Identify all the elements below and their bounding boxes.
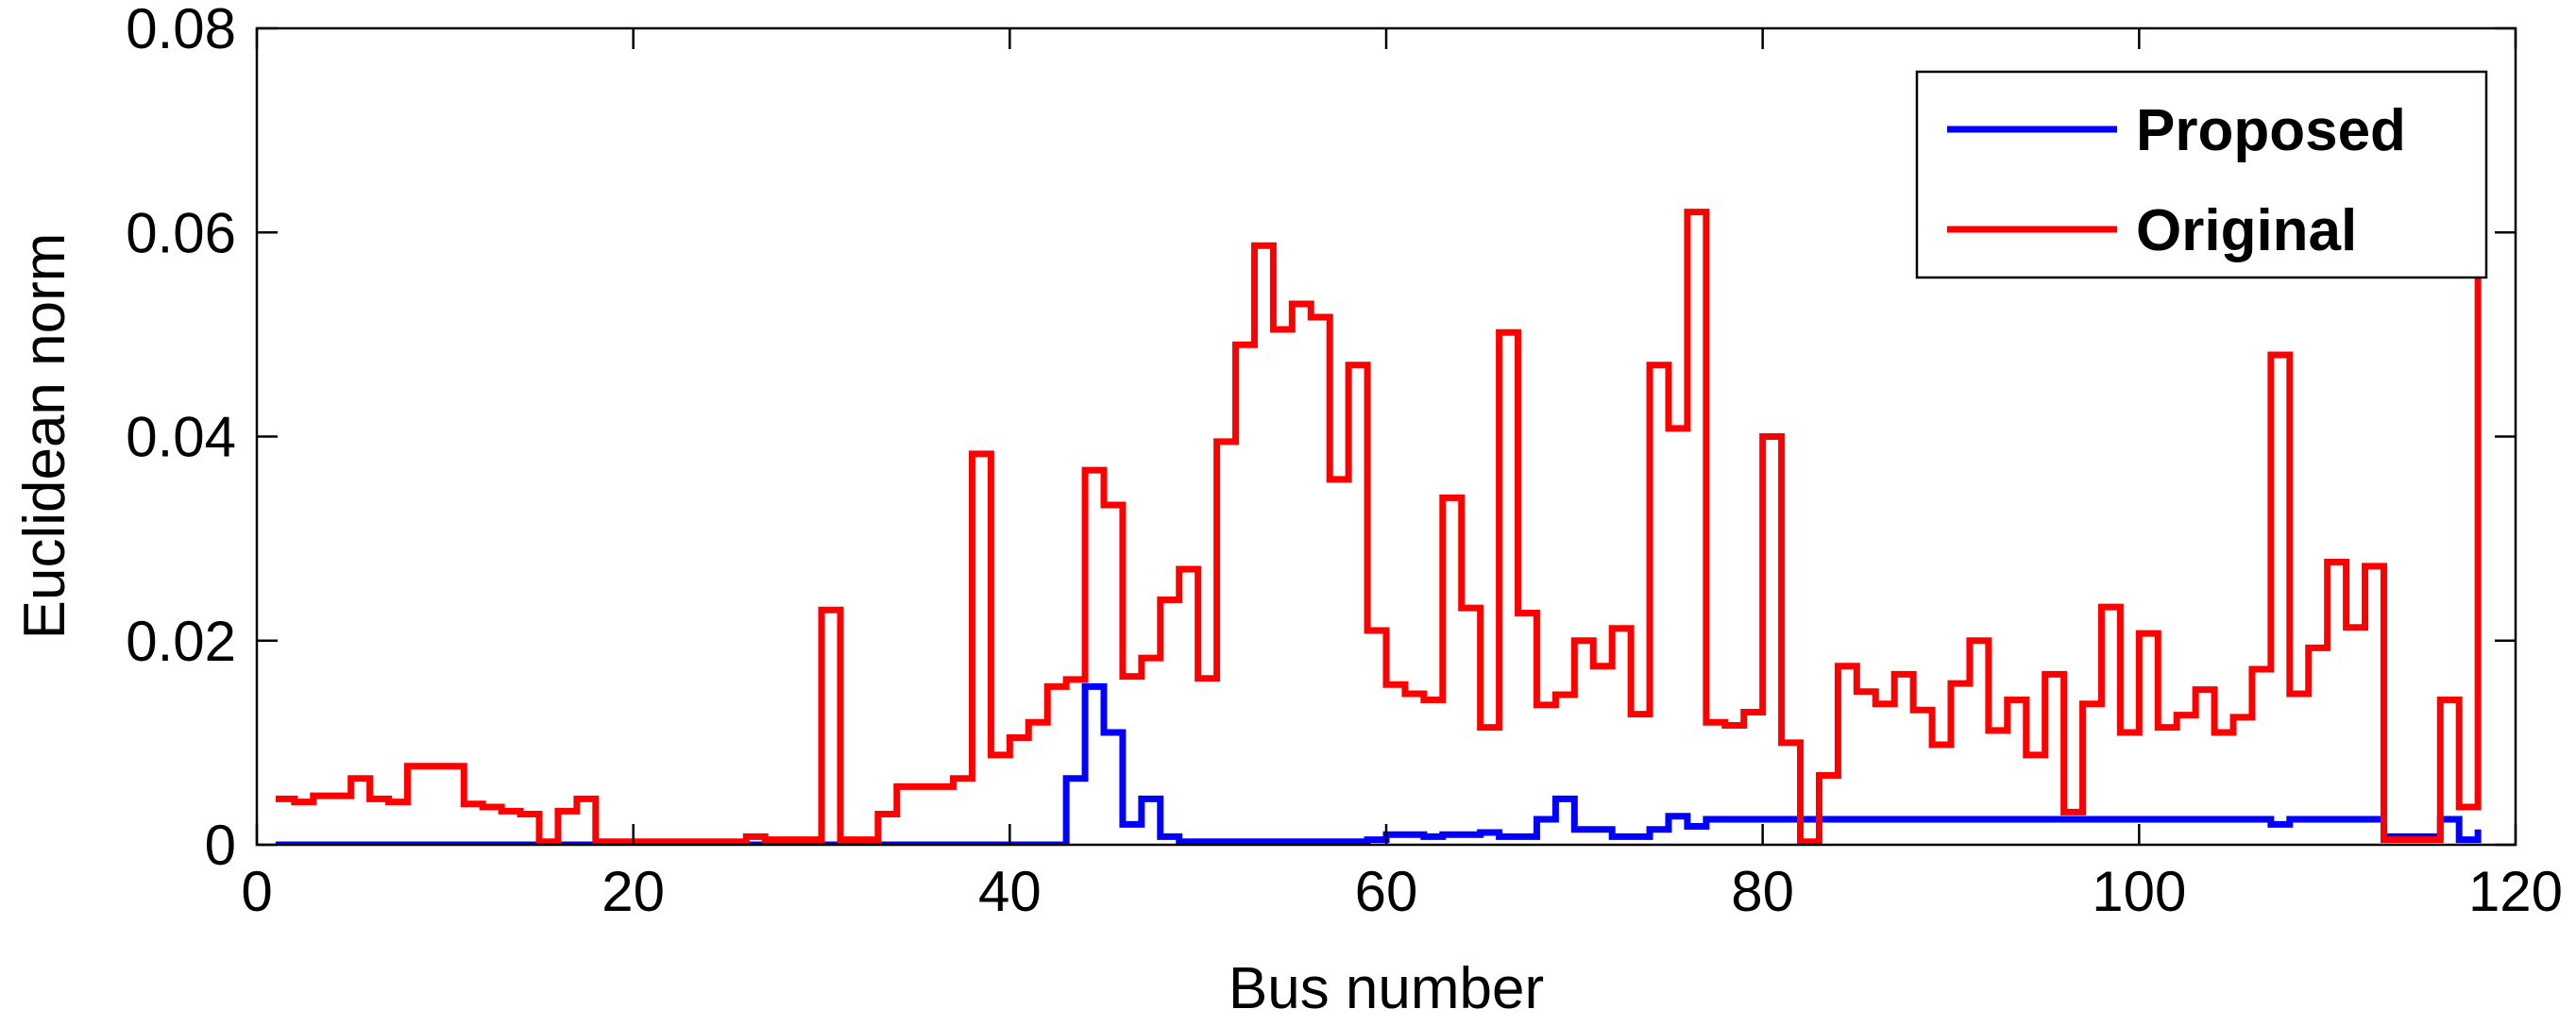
y-tick-label: 0.06 bbox=[126, 201, 236, 264]
x-tick-label: 20 bbox=[602, 860, 665, 923]
x-axis-label: Bus number bbox=[1229, 956, 1544, 1021]
legend-label-proposed: Proposed bbox=[2136, 98, 2406, 163]
y-tick-label: 0 bbox=[205, 814, 236, 877]
y-axis-label: Euclidean norm bbox=[12, 233, 77, 640]
y-tick-label: 0.02 bbox=[126, 610, 236, 673]
series-line-original bbox=[275, 209, 2482, 845]
series-layer bbox=[275, 209, 2482, 845]
x-tick-label: 120 bbox=[2468, 860, 2563, 923]
legend-label-original: Original bbox=[2136, 198, 2357, 263]
y-tick-label: 0.08 bbox=[126, 0, 236, 60]
x-tick-label: 0 bbox=[241, 860, 272, 923]
x-tick-label: 60 bbox=[1355, 860, 1418, 923]
x-tick-label: 100 bbox=[2092, 860, 2186, 923]
legend: Proposed Original bbox=[1915, 70, 2488, 279]
series-line-proposed bbox=[275, 682, 2482, 845]
ticks-layer: 0 20 40 60 80 100 120 0 0.02 0.04 0.06 0.08 bbox=[126, 0, 2563, 923]
x-tick-label: 40 bbox=[978, 860, 1042, 923]
legend-box bbox=[1915, 70, 2488, 279]
x-tick-label: 80 bbox=[1731, 860, 1794, 923]
y-tick-label: 0.04 bbox=[126, 406, 236, 469]
